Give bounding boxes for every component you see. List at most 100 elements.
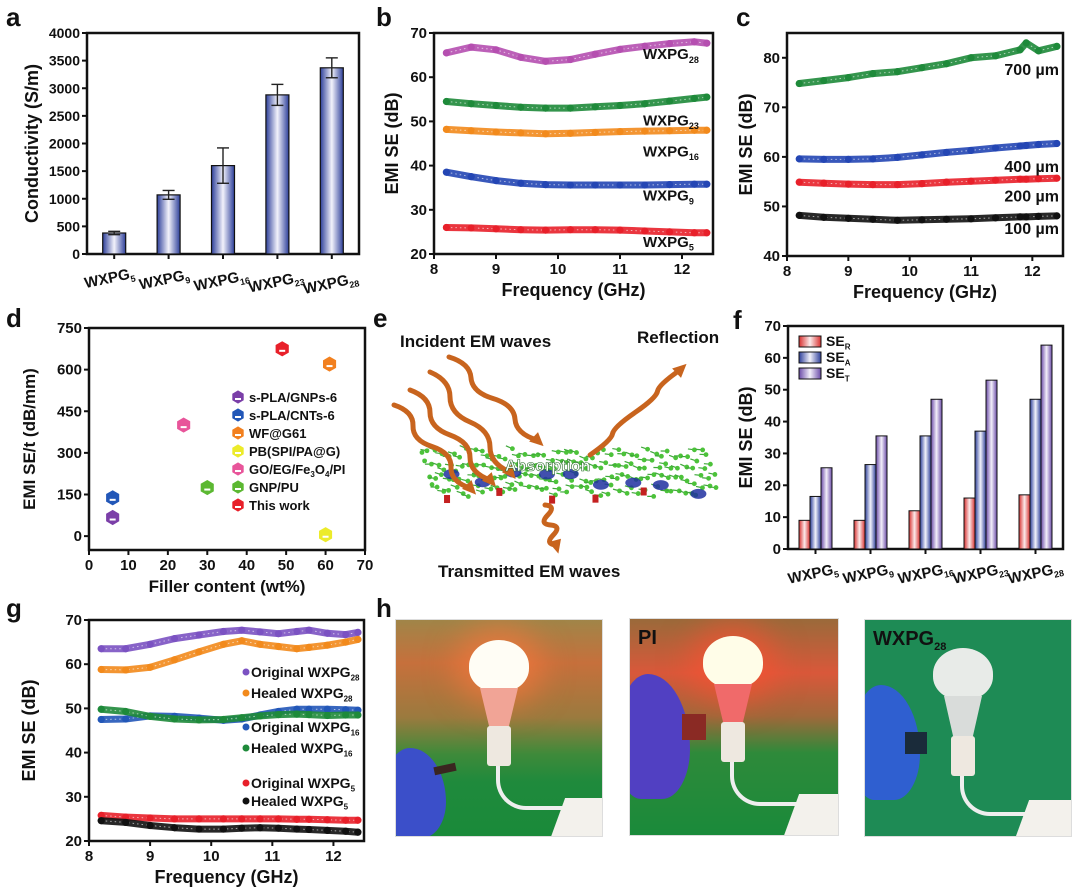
plot-frame	[785, 31, 1065, 258]
data-point	[566, 181, 575, 189]
carbon-atom	[614, 476, 620, 481]
data-point	[323, 711, 331, 720]
y-axis-label: EMI SE (dB)	[736, 93, 756, 195]
y-tick-label: 40	[65, 745, 82, 762]
x-tick-label: 70	[357, 557, 374, 574]
data-point	[170, 715, 179, 723]
carbon-atom	[556, 486, 562, 492]
data-point	[323, 816, 331, 824]
sample-film	[433, 762, 457, 776]
series-4	[97, 811, 362, 824]
series-marker-highlight	[446, 227, 707, 234]
carbon-atom	[702, 466, 708, 471]
data-point	[305, 710, 313, 719]
data-point	[238, 824, 246, 832]
data-point	[274, 815, 283, 823]
carbon-atom	[628, 461, 634, 467]
series-4	[442, 223, 711, 237]
data-point	[1016, 142, 1024, 150]
power-cable	[730, 762, 814, 806]
series-1	[795, 139, 1061, 163]
x-tick-label: 11	[612, 261, 628, 278]
bar	[265, 94, 290, 255]
plot-frame	[432, 31, 715, 256]
lit-bulb-icon	[703, 636, 763, 688]
carbon-atom	[583, 466, 589, 471]
data-point	[967, 177, 975, 185]
data-point	[492, 46, 500, 54]
particle	[690, 488, 707, 499]
data-point	[442, 168, 450, 176]
y-tick-label: 70	[65, 612, 82, 629]
data-point	[323, 705, 331, 713]
carbon-atom	[592, 464, 598, 469]
bar-SER	[798, 519, 811, 550]
data-point	[690, 180, 699, 188]
series-label: 100 µm	[1004, 221, 1059, 238]
y-axis-label: EMI SE (dB)	[19, 679, 39, 781]
scatter-point	[323, 356, 337, 372]
carbon-atom	[540, 464, 546, 470]
x-axis-label: Filler content (wt%)	[149, 577, 306, 596]
x-category-label: WXPG5	[786, 560, 840, 589]
photo-bulb-pi-shield: PI	[629, 618, 839, 836]
y-tick-label: 60	[410, 69, 427, 86]
data-point	[1022, 213, 1030, 221]
legend-label: Healed WXPG5	[251, 793, 349, 812]
carbon-atom	[484, 453, 490, 459]
panel-letter-g: g	[6, 593, 22, 623]
carbon-atom	[555, 449, 561, 455]
carbon-atom	[526, 484, 532, 490]
series-marker-highlight	[101, 814, 358, 821]
bulb-neck	[480, 688, 518, 728]
data-point	[542, 104, 550, 112]
y-tick-label: 600	[57, 362, 82, 379]
carbon-atom	[438, 472, 444, 478]
y-tick-label: 60	[764, 350, 781, 367]
data-point	[566, 129, 575, 137]
series-2	[442, 125, 711, 138]
data-point	[256, 712, 264, 720]
series-1	[97, 635, 362, 674]
carbon-atom	[578, 484, 584, 489]
carbon-atom	[608, 482, 614, 488]
data-point	[195, 716, 203, 724]
data-point	[293, 825, 301, 833]
data-point	[97, 665, 105, 674]
data-point	[991, 214, 1000, 222]
carbon-atom	[713, 485, 719, 490]
carbon-atom	[433, 476, 439, 481]
carbon-atom	[488, 486, 494, 492]
x-tick-label: 8	[85, 848, 93, 865]
data-point	[918, 64, 926, 72]
data-point	[820, 179, 828, 187]
wxpg28-sample-film	[905, 732, 927, 754]
carbon-atom	[474, 462, 479, 468]
x-category-label: WXPG16	[192, 267, 251, 297]
x-tick-label: 12	[674, 261, 691, 278]
carbon-atom	[515, 461, 521, 467]
legend-label: s-PLA/CNTs-6	[249, 408, 335, 423]
x-tick-label: 10	[550, 261, 567, 278]
series-label: 400 µm	[1004, 159, 1059, 176]
bulb-neck	[944, 696, 982, 738]
unlit-bulb-icon	[933, 648, 993, 700]
carbon-atom	[692, 447, 697, 453]
y-tick-label: 4000	[49, 25, 80, 41]
series-0	[97, 626, 362, 653]
transmitted-waves-label: Transmitted EM waves	[438, 562, 620, 581]
carbon-atom	[589, 489, 595, 495]
carbon-atom	[706, 475, 712, 481]
reflection-label: Reflection	[637, 328, 719, 347]
data-point	[703, 126, 711, 134]
data-point	[274, 824, 283, 832]
data-point	[256, 815, 264, 823]
legend-swatch	[798, 367, 822, 380]
data-point	[442, 97, 450, 106]
data-point	[942, 178, 951, 186]
data-point	[991, 52, 1000, 60]
data-point	[170, 656, 179, 664]
data-point	[1016, 175, 1024, 183]
plot-frame	[87, 326, 367, 552]
data-point	[991, 176, 1000, 184]
